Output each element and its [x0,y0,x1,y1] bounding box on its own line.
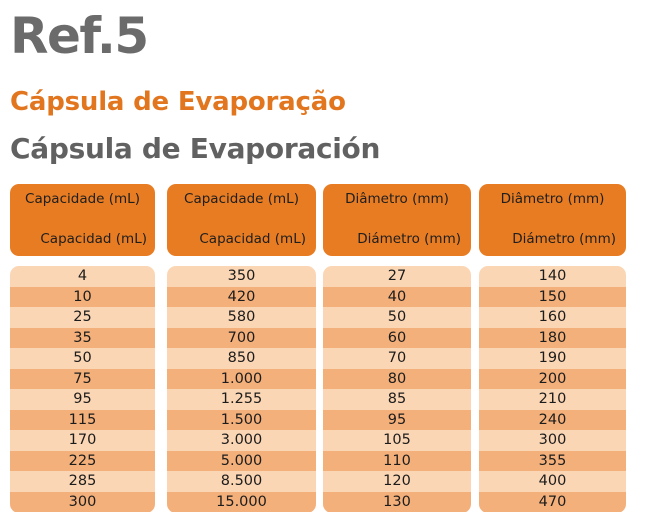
table-cell: 27 [323,266,471,287]
table-cell: 150 [479,286,626,307]
table-cell: 80 [323,368,471,389]
table-cell: 15.000 [167,491,316,512]
table-cell: 8.500 [167,471,316,492]
capacity-table: Capacidade (mL) Capacidad (mL) 4 10 25 35 50… [10,184,630,512]
table-cell: 400 [479,471,626,492]
table-cell: 70 [323,348,471,369]
table-cell: 95 [323,409,471,430]
table-cell: 130 [323,491,471,512]
table-cell: 40 [323,286,471,307]
column-values: 140 150 160 180 190 200 210 240 300 355 400 470 [479,266,626,513]
table-cell: 105 [323,430,471,451]
column-header-es: Capacidad (mL) [199,231,306,247]
table-cell: 10 [10,286,155,307]
table-cell: 95 [10,389,155,410]
table-cell: 50 [10,348,155,369]
table-cell: 75 [10,368,155,389]
table-cell: 225 [10,450,155,471]
table-cell: 60 [323,327,471,348]
table-cell: 3.000 [167,430,316,451]
table-cell: 4 [10,266,155,287]
table-cell: 210 [479,389,626,410]
table-cell: 170 [10,430,155,451]
table-cell: 200 [479,368,626,389]
table-cell: 85 [323,389,471,410]
table-cell: 35 [10,327,155,348]
column-header-pt: Diâmetro (mm) [500,191,605,207]
column-header-es: Diámetro (mm) [512,231,616,247]
table-cell: 420 [167,286,316,307]
table-cell: 1.000 [167,368,316,389]
column-header: Diâmetro (mm) Diámetro (mm) [479,184,626,256]
table-cell: 350 [167,266,316,287]
table-cell: 355 [479,450,626,471]
table-cell: 115 [10,409,155,430]
table-cell: 300 [10,491,155,512]
column-values: 4 10 25 35 50 75 95 115 170 225 285 300 [10,266,155,513]
table-cell: 110 [323,450,471,471]
column-header: Diâmetro (mm) Diámetro (mm) [323,184,471,256]
column-header: Capacidade (mL) Capacidad (mL) [10,184,155,256]
table-cell: 25 [10,307,155,328]
table-cell: 50 [323,307,471,328]
table-cell: 700 [167,327,316,348]
table-cell: 1.255 [167,389,316,410]
column-header-pt: Diâmetro (mm) [345,191,449,207]
subtitle-spanish: Cápsula de Evaporación [10,132,381,165]
column-header-pt: Capacidade (mL) [25,191,140,207]
column-header-es: Capacidad (mL) [40,231,147,247]
table-cell: 120 [323,471,471,492]
table-cell: 140 [479,266,626,287]
column-values: 350 420 580 700 850 1.000 1.255 1.500 3.000 5.000… [167,266,316,513]
column-header-es: Diámetro (mm) [357,231,461,247]
table-cell: 580 [167,307,316,328]
page-title: Ref.5 [10,7,149,65]
table-cell: 285 [10,471,155,492]
table-cell: 180 [479,327,626,348]
table-cell: 190 [479,348,626,369]
table-cell: 5.000 [167,450,316,471]
column-header: Capacidade (mL) Capacidad (mL) [167,184,316,256]
table-cell: 470 [479,491,626,512]
table-cell: 160 [479,307,626,328]
table-cell: 240 [479,409,626,430]
column-header-pt: Capacidade (mL) [184,191,299,207]
table-cell: 1.500 [167,409,316,430]
table-cell: 300 [479,430,626,451]
subtitle-portuguese: Cápsula de Evaporação [10,87,346,117]
column-values: 27 40 50 60 70 80 85 95 105 110 120 130 [323,266,471,513]
table-cell: 850 [167,348,316,369]
